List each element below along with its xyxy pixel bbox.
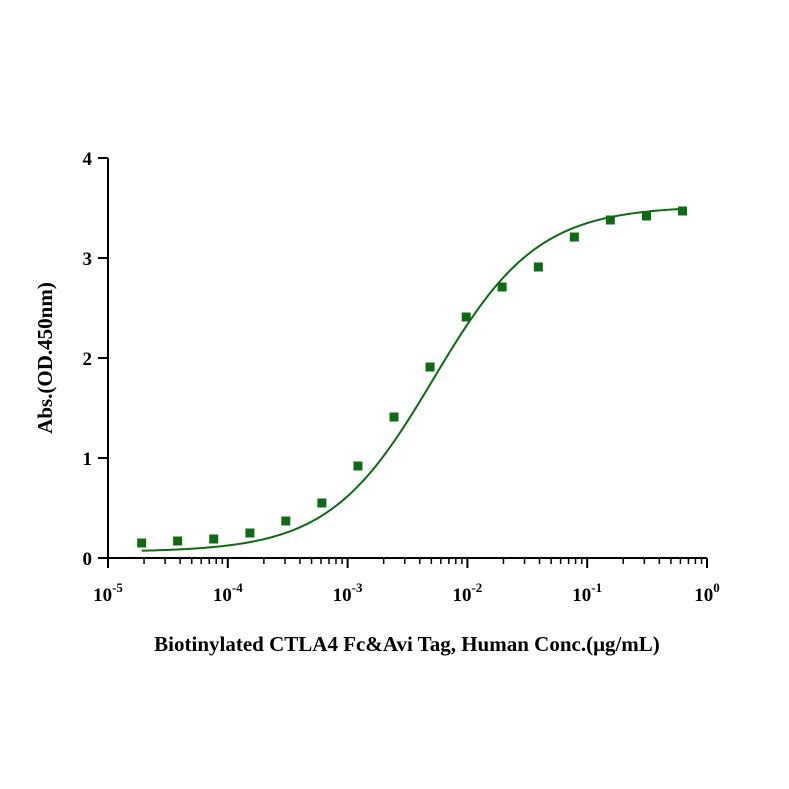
fit-curve <box>141 207 683 552</box>
data-point <box>641 211 651 221</box>
y-tick-label: 3 <box>83 249 93 270</box>
data-point <box>461 312 471 322</box>
data-point <box>173 536 183 546</box>
data-point <box>245 528 255 538</box>
y-axis-title: Abs.(OD.450nm) <box>33 282 57 434</box>
x-tick-exponent: -4 <box>232 580 243 595</box>
data-point <box>497 282 507 292</box>
x-tick-exponent: -1 <box>591 580 602 595</box>
x-tick-label: 10-5 <box>93 580 123 606</box>
x-tick-exponent: -5 <box>112 580 123 595</box>
y-tick-label: 0 <box>83 549 93 570</box>
data-point <box>353 461 363 471</box>
y-tick-label: 2 <box>83 349 93 370</box>
y-tick-label: 4 <box>83 149 93 170</box>
data-point <box>281 516 291 526</box>
x-tick-base: 10 <box>213 585 232 606</box>
x-tick-label: 100 <box>694 580 720 606</box>
plot-area <box>137 206 688 552</box>
x-tick-label: 10-4 <box>213 580 243 606</box>
data-point <box>317 498 327 508</box>
data-point <box>389 412 399 422</box>
axes <box>107 158 707 559</box>
data-point <box>605 215 615 225</box>
data-point <box>533 262 543 272</box>
x-tick-base: 10 <box>572 585 591 606</box>
x-tick-exponent: -2 <box>471 580 482 595</box>
x-axis-title: Biotinylated CTLA4 Fc&Avi Tag, Human Con… <box>154 632 660 656</box>
data-point <box>209 534 219 544</box>
x-tick-exponent: -3 <box>352 580 363 595</box>
x-tick-label: 10-3 <box>333 580 363 606</box>
x-tick-base: 10 <box>694 585 713 606</box>
data-point <box>569 232 579 242</box>
data-point <box>425 362 435 372</box>
x-tick-base: 10 <box>333 585 352 606</box>
x-tick-exponent: 0 <box>713 580 720 595</box>
x-tick-base: 10 <box>452 585 471 606</box>
data-point <box>137 538 147 548</box>
data-point <box>678 206 688 216</box>
x-tick-label: 10-1 <box>572 580 602 606</box>
x-tick-base: 10 <box>93 585 112 606</box>
y-tick-label: 1 <box>83 449 93 470</box>
x-tick-label: 10-2 <box>452 580 482 606</box>
